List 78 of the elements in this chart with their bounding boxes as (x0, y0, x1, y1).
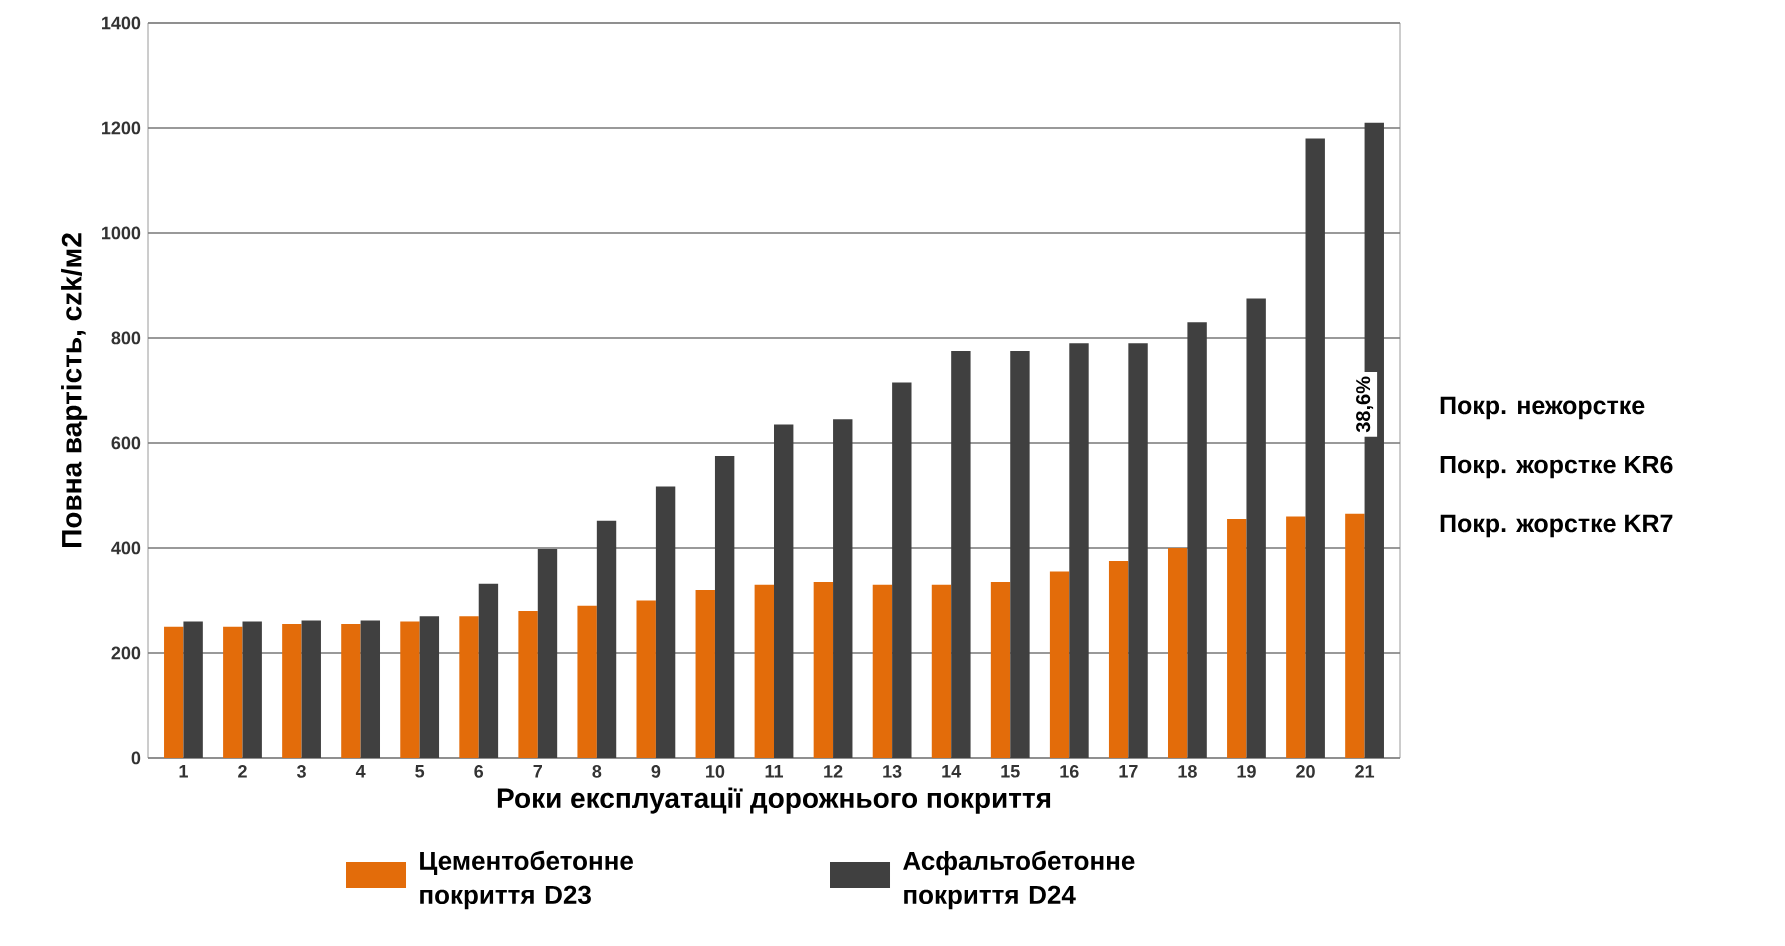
x-tick-label: 8 (592, 765, 602, 778)
bar (833, 419, 853, 758)
bar (459, 616, 479, 758)
bar (636, 600, 656, 758)
x-tick-label: 1 (179, 765, 188, 778)
x-tick-label: 19 (1237, 765, 1256, 778)
bar (577, 605, 597, 758)
bar (537, 549, 558, 758)
bar (1108, 561, 1129, 758)
x-tick-label: 4 (355, 765, 366, 778)
x-tick-label: 11 (765, 765, 784, 778)
x-tick-label: 18 (1178, 765, 1197, 778)
legend-label: Цементобетонне покриття D23 (420, 850, 633, 910)
x-axis-title: Роки експлуатації дорожнього покриття (497, 787, 1051, 814)
x-tick-label: 20 (1296, 765, 1315, 778)
bar (242, 621, 262, 758)
bar (400, 621, 420, 758)
bar (714, 456, 735, 758)
bar (1246, 298, 1266, 758)
x-tick-label: 21 (1355, 765, 1375, 778)
bar (774, 424, 794, 758)
bar (1187, 322, 1207, 758)
bar (990, 582, 1011, 758)
bar (1069, 343, 1089, 758)
bar (1305, 138, 1325, 758)
y-tick-label: 0 (131, 751, 141, 765)
x-tick-label: 9 (651, 765, 661, 778)
text: Покр. жорстке KR7 (1440, 514, 1673, 538)
text: Покр. нежорстке (1440, 396, 1645, 420)
bar (1286, 516, 1306, 758)
bar (1345, 513, 1365, 758)
y-tick-label: 800 (111, 331, 141, 345)
bar (164, 626, 184, 758)
x-tick-label: 17 (1119, 765, 1138, 778)
bar (301, 620, 321, 758)
bar (655, 486, 676, 758)
bar (419, 616, 440, 758)
y-tick-label: 1200 (102, 121, 141, 135)
bar (478, 583, 499, 758)
text: Покр. жорстке KR6 (1440, 455, 1673, 479)
bar (892, 382, 912, 758)
bar (931, 584, 952, 758)
y-tick-label: 1000 (102, 226, 141, 240)
y-tick-label: 400 (111, 541, 141, 555)
bar (360, 620, 381, 758)
x-tick-label: 14 (942, 765, 962, 778)
x-tick-label: 10 (706, 765, 725, 778)
y-tick-label: 600 (111, 436, 141, 450)
x-tick-label: 6 (474, 765, 484, 778)
bar (1227, 519, 1247, 758)
bar (282, 624, 302, 758)
bar (1049, 571, 1070, 758)
bar (695, 589, 715, 758)
x-tick-label: 13 (883, 765, 902, 778)
x-tick-label: 5 (415, 765, 425, 778)
bar (596, 520, 617, 758)
bar (341, 624, 361, 758)
bar (518, 610, 538, 758)
bar (813, 582, 834, 758)
x-tick-label: 12 (824, 765, 843, 778)
x-tick-label: 2 (238, 765, 247, 778)
x-tick-label: 7 (533, 765, 542, 778)
bar (1128, 343, 1148, 758)
annotation: 38,6% (1356, 376, 1374, 433)
bar (951, 351, 971, 758)
y-axis-title: Повна вартість, czk/м2 (61, 233, 88, 547)
x-tick-label: 15 (1001, 765, 1020, 778)
x-tick-label: 3 (296, 765, 306, 778)
bar (183, 621, 203, 758)
y-tick-label: 200 (111, 646, 141, 660)
bar (872, 584, 893, 758)
x-tick-label: 16 (1060, 765, 1079, 778)
bar (1168, 547, 1188, 758)
bar (754, 584, 775, 758)
y-tick-label: 1400 (102, 16, 141, 30)
legend-label: Асфальтобетонне покриття D24 (903, 850, 1135, 910)
bar (1010, 351, 1030, 758)
bar (223, 626, 243, 758)
